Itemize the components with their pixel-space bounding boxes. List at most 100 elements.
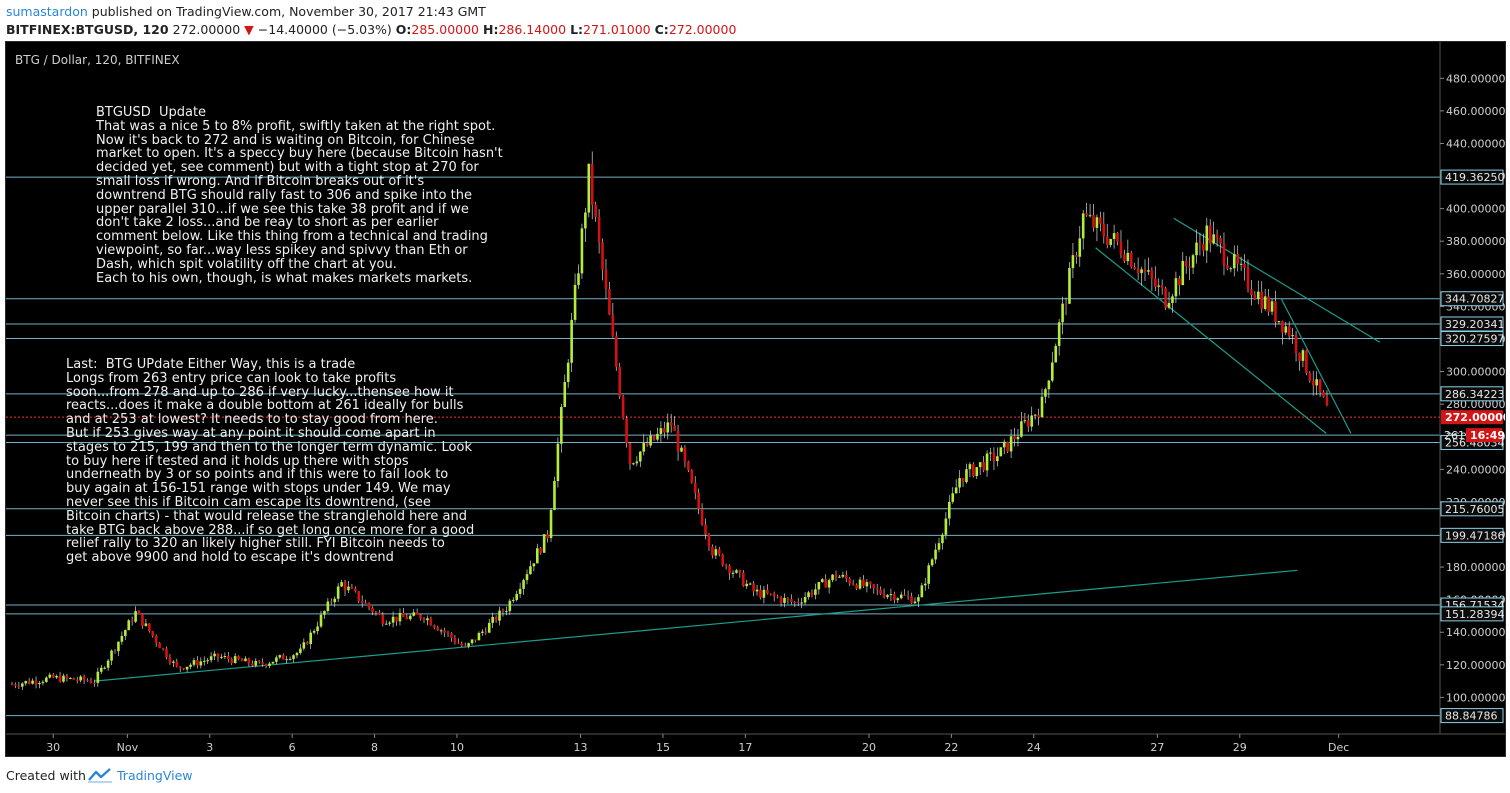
candle-body bbox=[124, 630, 127, 636]
candle-body bbox=[1037, 414, 1040, 418]
candle-body bbox=[192, 660, 196, 665]
candle-body bbox=[721, 554, 724, 566]
candle-body bbox=[817, 582, 821, 590]
candle-body bbox=[17, 685, 21, 687]
candle-body bbox=[614, 336, 618, 367]
candle-body bbox=[1322, 391, 1325, 397]
candle-body bbox=[724, 565, 728, 567]
candle-body bbox=[487, 622, 491, 633]
candle-body bbox=[508, 600, 512, 612]
last-price: 272.00000 bbox=[172, 22, 241, 37]
close-label: C: bbox=[654, 22, 669, 37]
low-label: L: bbox=[570, 22, 584, 37]
candle-body bbox=[1033, 414, 1037, 416]
candle-body bbox=[838, 576, 841, 578]
candle-body bbox=[99, 667, 103, 672]
candle-body bbox=[1253, 294, 1257, 299]
candle-body bbox=[659, 428, 663, 434]
chart-title: BTG / Dollar, 120, BITFINEX bbox=[15, 53, 180, 67]
update-note[interactable]: BTGUSD Update That was a nice 5 to 8% pr… bbox=[96, 105, 503, 286]
candle-body bbox=[316, 626, 319, 632]
candle-body bbox=[1243, 263, 1246, 268]
candle-body bbox=[968, 464, 972, 470]
candle-body bbox=[748, 583, 752, 585]
candle-body bbox=[937, 543, 941, 550]
last-note[interactable]: Last: BTG UPdate Either Way, this is a t… bbox=[66, 357, 475, 566]
candle-body bbox=[457, 642, 460, 644]
candle-body bbox=[972, 464, 975, 477]
candle-body bbox=[649, 435, 652, 446]
tradingview-brand-link[interactable]: TradingView bbox=[117, 768, 193, 783]
time-tick-label: 15 bbox=[656, 741, 670, 754]
candle-body bbox=[1311, 380, 1315, 386]
candle-body bbox=[405, 616, 409, 620]
time-tick-label: 13 bbox=[574, 741, 588, 754]
candle-body bbox=[494, 616, 498, 621]
candle-body bbox=[1068, 268, 1071, 304]
candle-body bbox=[1188, 266, 1191, 268]
candle-body bbox=[594, 204, 597, 217]
candle-body bbox=[604, 269, 608, 290]
candle-body bbox=[1257, 291, 1260, 299]
candle-body bbox=[855, 584, 858, 589]
candle-body bbox=[165, 648, 168, 658]
candle-body bbox=[130, 620, 134, 622]
candle-body bbox=[944, 518, 948, 535]
tradingview-logo-icon[interactable] bbox=[88, 767, 112, 783]
candle-body bbox=[1202, 244, 1205, 251]
candle-body bbox=[656, 433, 659, 440]
candle-body bbox=[1164, 288, 1167, 308]
candle-body bbox=[1147, 270, 1150, 272]
candle-body bbox=[1020, 421, 1023, 437]
candle-body bbox=[982, 462, 985, 471]
price-tick-label: 100.00000 bbox=[1446, 691, 1505, 704]
candle-body bbox=[446, 632, 450, 634]
candle-body bbox=[731, 572, 735, 574]
candle-body bbox=[1047, 380, 1051, 390]
level-label: 286.34223 bbox=[1445, 388, 1505, 401]
candle-body bbox=[402, 613, 405, 617]
trendline bbox=[1173, 217, 1381, 343]
candle-body bbox=[360, 600, 364, 603]
chart-pane[interactable]: 100.00000120.00000140.00000160.00000180.… bbox=[5, 41, 1506, 757]
candle-body bbox=[1133, 266, 1136, 270]
candle-body bbox=[896, 598, 900, 601]
candle-body bbox=[505, 611, 508, 613]
candle-body bbox=[1178, 278, 1181, 286]
candle-body bbox=[869, 582, 872, 585]
candle-body bbox=[38, 683, 41, 685]
open-label: O: bbox=[395, 22, 412, 37]
candle-body bbox=[755, 589, 759, 592]
candle-body bbox=[903, 594, 906, 596]
candle-body bbox=[1287, 326, 1291, 337]
candle-body bbox=[55, 676, 58, 678]
candle-body bbox=[470, 639, 474, 644]
candle-body bbox=[62, 675, 65, 682]
level-label-box bbox=[1440, 316, 1504, 332]
candle-body bbox=[450, 633, 453, 638]
candle-body bbox=[625, 418, 628, 444]
candle-body bbox=[879, 589, 882, 594]
candle-body bbox=[1267, 296, 1270, 312]
candle-body bbox=[1136, 269, 1140, 274]
candle-body bbox=[371, 607, 374, 613]
candle-body bbox=[1051, 362, 1054, 381]
candle-body bbox=[999, 447, 1003, 457]
candle-body bbox=[1085, 213, 1088, 216]
time-tick-label: 22 bbox=[944, 741, 958, 754]
current-price-box bbox=[1441, 410, 1503, 425]
created-with-label: Created with bbox=[6, 768, 86, 783]
candle-body bbox=[827, 580, 831, 588]
chart-canvas[interactable]: 100.00000120.00000140.00000160.00000180.… bbox=[6, 42, 1505, 756]
candle-body bbox=[1308, 373, 1312, 381]
time-tick-label: 30 bbox=[46, 741, 60, 754]
candle-body bbox=[700, 508, 704, 525]
candle-body bbox=[1112, 233, 1116, 239]
candle-body bbox=[566, 362, 570, 382]
candle-body bbox=[275, 657, 278, 662]
candle-body bbox=[1318, 379, 1322, 392]
candle-body bbox=[1191, 255, 1195, 268]
author-link[interactable]: sumastardon bbox=[6, 4, 88, 19]
candle-body bbox=[103, 667, 106, 669]
candle-body bbox=[426, 618, 429, 621]
